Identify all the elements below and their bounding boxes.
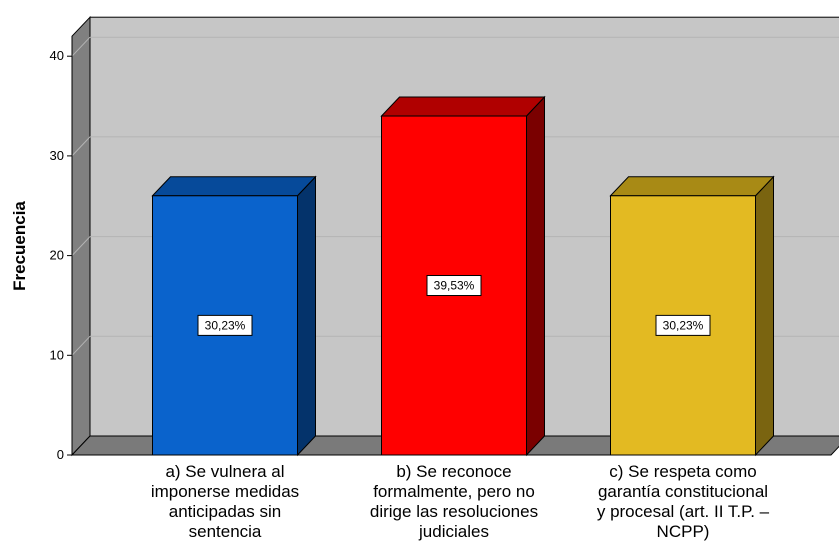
data-label-box bbox=[655, 314, 711, 336]
y-tick-label: 30 bbox=[50, 148, 64, 163]
y-axis: 0 10 20 30 40 bbox=[50, 36, 73, 462]
data-label-text: 30,23% bbox=[205, 318, 246, 332]
gridline-left bbox=[71, 335, 91, 356]
category-label-line: b) Se reconoce bbox=[396, 462, 511, 481]
bar-top bbox=[380, 96, 546, 117]
category-label-line: garantía constitucional bbox=[598, 482, 768, 501]
data-label: 39,53% bbox=[426, 275, 482, 297]
y-axis-label: Frecuencia bbox=[10, 201, 29, 291]
category-label-line: formalmente, pero no bbox=[373, 482, 535, 501]
category-label-line: judiciales bbox=[418, 522, 489, 541]
data-label: 30,23% bbox=[197, 314, 253, 336]
category-label-line: c) Se respeta como bbox=[609, 462, 756, 481]
bars bbox=[151, 95, 775, 457]
data-label-box bbox=[426, 275, 482, 297]
y-tick-label: 40 bbox=[50, 48, 64, 63]
category-label-line: y procesal (art. II T.P. – bbox=[597, 502, 770, 521]
data-label: 30,23% bbox=[655, 314, 711, 336]
data-label-text: 39,53% bbox=[434, 279, 475, 293]
gridline-left bbox=[71, 36, 91, 57]
category-label-line: a) Se vulnera al bbox=[165, 462, 284, 481]
data-labels: 30,23% 39,53% 30,23% bbox=[197, 275, 711, 336]
bar-top bbox=[609, 176, 775, 197]
y-tick-label: 0 bbox=[57, 447, 64, 462]
bar-side bbox=[755, 175, 774, 457]
data-label-text: 30,23% bbox=[663, 318, 704, 332]
gridline-left bbox=[71, 236, 91, 256]
category-label-line: anticipadas sin bbox=[169, 502, 281, 521]
category-label-line: imponerse medidas bbox=[151, 482, 299, 501]
category-label-line: sentencia bbox=[189, 522, 262, 541]
category-label-line: NCPP) bbox=[657, 522, 710, 541]
y-tick-label: 10 bbox=[50, 347, 64, 362]
data-label-box bbox=[197, 314, 253, 336]
bar bbox=[151, 175, 317, 457]
gridline-left bbox=[71, 136, 91, 157]
category-label-line: dirige las resoluciones bbox=[370, 502, 538, 521]
bar-top bbox=[151, 176, 317, 197]
bar-side bbox=[526, 95, 545, 457]
left-wall bbox=[71, 15, 91, 457]
bar-side bbox=[297, 175, 316, 457]
y-tick-label: 20 bbox=[50, 248, 64, 263]
